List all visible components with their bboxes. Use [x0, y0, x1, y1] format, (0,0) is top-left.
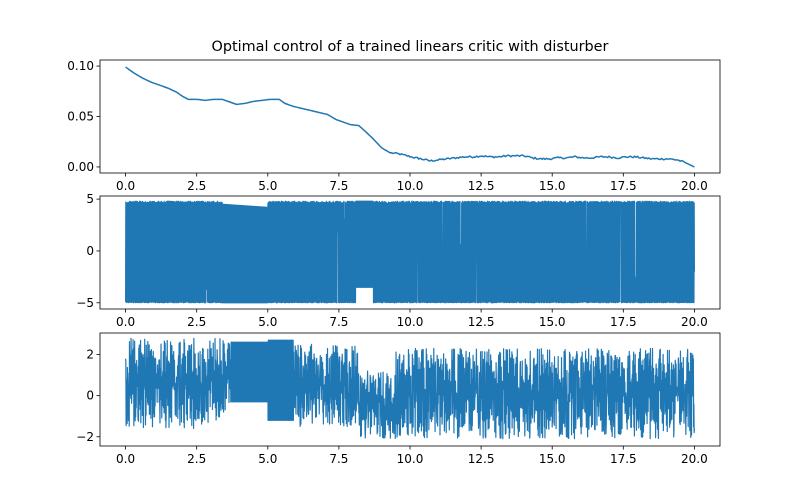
- x-tick-label: 17.5: [610, 315, 637, 329]
- x-tick-label: 15.0: [539, 452, 566, 466]
- x-tick-label: 7.5: [329, 452, 348, 466]
- y-tick-label: −5: [76, 296, 94, 310]
- x-tick-label: 12.5: [468, 315, 495, 329]
- x-tick-label: 15.0: [539, 315, 566, 329]
- y-tick-label: −2: [76, 430, 94, 444]
- plot-area: [125, 66, 695, 168]
- x-tick-label: 5.0: [258, 452, 277, 466]
- x-tick-label: 12.5: [468, 179, 495, 193]
- x-tick-label: 2.5: [187, 452, 206, 466]
- chart-title: Optimal control of a trained linears cri…: [212, 39, 609, 55]
- x-tick-label: 0.0: [116, 452, 135, 466]
- axes-frame: [99, 332, 721, 447]
- plot-area: [125, 200, 695, 304]
- x-tick-label: 10.0: [397, 179, 424, 193]
- x-tick-label: 0.0: [116, 315, 135, 329]
- x-tick-label: 7.5: [329, 315, 348, 329]
- x-tick-label: 12.5: [468, 452, 495, 466]
- x-tick-label: 5.0: [258, 179, 277, 193]
- x-tick-label: 20.0: [681, 315, 708, 329]
- y-tick-label: 0: [86, 244, 94, 258]
- axes-frame: [99, 59, 721, 174]
- control-series-line: [125, 200, 695, 304]
- x-tick-label: 15.0: [539, 179, 566, 193]
- x-tick-label: 17.5: [610, 452, 637, 466]
- x-tick-label: 20.0: [681, 452, 708, 466]
- y-tick-label: 0.10: [67, 59, 94, 73]
- bottom-subplot-disturbance: 0.0 2.5 5.0 7.5 10.0 12.5 15.0 17.5 20.0 −2 0 2: [76, 332, 721, 466]
- x-tick-label: 2.5: [187, 315, 206, 329]
- x-tick-label: 10.0: [397, 315, 424, 329]
- axes-frame: [99, 195, 721, 310]
- x-tick-label: 7.5: [329, 179, 348, 193]
- x-tick-label: 0.0: [116, 179, 135, 193]
- plot-area: [125, 337, 695, 440]
- x-tick-label: 5.0: [258, 315, 277, 329]
- y-tick-label: 2: [86, 348, 94, 362]
- y-tick-label: 0.05: [67, 110, 94, 124]
- y-tick-label: 0: [86, 389, 94, 403]
- disturbance-series-line: [125, 337, 695, 440]
- top-subplot-state: 0.0 2.5 5.0 7.5 10.0 12.5 15.0 17.5 20.0 0.00 0.05…: [67, 59, 721, 193]
- x-tick-label: 17.5: [610, 179, 637, 193]
- x-tick-label: 20.0: [681, 179, 708, 193]
- x-tick-label: 10.0: [397, 452, 424, 466]
- middle-subplot-control: 0.0 2.5 5.0 7.5 10.0 12.5 15.0 17.5 20.0 −5 0 5: [76, 192, 721, 329]
- y-tick-label: 0.00: [67, 160, 94, 174]
- x-tick-label: 2.5: [187, 179, 206, 193]
- state-series-line: [125, 66, 695, 168]
- y-tick-label: 5: [86, 192, 94, 206]
